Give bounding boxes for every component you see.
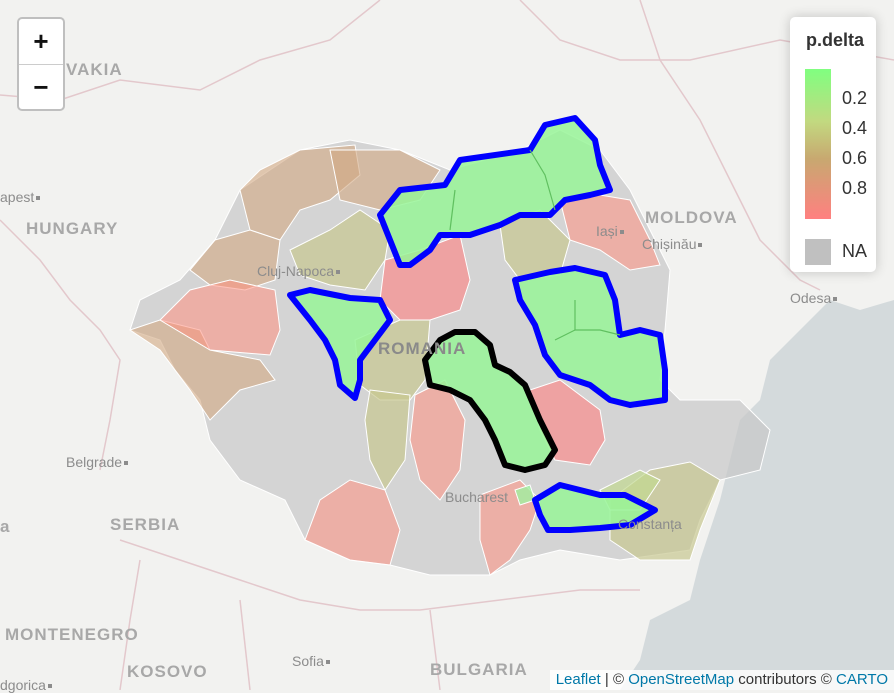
- legend-tick: [833, 159, 839, 160]
- attribution: Leaflet | © OpenStreetMap contributors ©…: [549, 670, 894, 690]
- legend-tick: [833, 189, 839, 190]
- label-odesa: Odesa: [790, 290, 838, 306]
- county-brown-w: [189, 229, 281, 291]
- label-slovakia: VAKIA: [66, 60, 123, 79]
- highlighted-regions: [287, 115, 668, 533]
- legend-tick-label: 0.8: [842, 178, 868, 198]
- zoom-out-button[interactable]: −: [33, 72, 49, 102]
- legend-tick-label: 0.4: [842, 118, 868, 138]
- carto-link[interactable]: CARTO: [836, 671, 888, 688]
- region-west: [287, 287, 393, 401]
- label-bulgaria: BULGARIA: [430, 660, 528, 679]
- label-chisinau: Chișinău: [642, 236, 703, 252]
- osm-link[interactable]: OpenStreetMap: [628, 671, 735, 688]
- legend-na-swatch: [805, 239, 831, 265]
- legend-tick-label: 0.6: [842, 148, 868, 168]
- legend-tick: [833, 99, 839, 100]
- label-constanta: Constanța: [618, 516, 682, 532]
- legend-title: p.delta: [806, 30, 865, 50]
- legend-color-ramp: [805, 69, 831, 219]
- attribution-mid: contributors ©: [734, 671, 837, 688]
- label-belgrade: Belgrade: [66, 454, 129, 470]
- region-south: [532, 482, 658, 533]
- label-hungary: HUNGARY: [26, 219, 119, 238]
- county-red-sw2: [304, 479, 401, 566]
- label-romania: ROMANIA: [378, 339, 467, 358]
- label-cluj: Cluj-Napoca: [257, 263, 341, 279]
- legend: p.delta 0.2 0.4 0.6 0.8 NA: [790, 17, 876, 272]
- legend-tick-label: 0.2: [842, 88, 868, 108]
- leaflet-link[interactable]: Leaflet: [555, 671, 601, 688]
- label-podgorica: dgorica: [0, 677, 52, 693]
- legend-tick: [833, 129, 839, 130]
- attribution-sep: | ©: [600, 671, 629, 688]
- legend-na-label: NA: [842, 241, 868, 261]
- zoom-control: + −: [17, 17, 65, 111]
- region-east: [512, 265, 668, 408]
- label-montenegro: MONTENEGRO: [5, 625, 139, 644]
- zoom-in-button[interactable]: +: [19, 19, 63, 65]
- label-iasi: Iași: [596, 223, 624, 239]
- county-brown-nw: [239, 144, 361, 241]
- label-moldova: MOLDOVA: [645, 208, 738, 227]
- region-black: [422, 329, 558, 473]
- label-sofia: Sofia: [292, 653, 330, 669]
- label-edge-a: a: [0, 517, 11, 536]
- region-north: [377, 115, 613, 268]
- label-serbia: SERBIA: [110, 515, 181, 534]
- black-sea: [620, 300, 894, 690]
- label-budapest: apest: [0, 189, 41, 205]
- county-red-ne: [559, 194, 661, 271]
- label-bucharest: Bucharest: [445, 489, 509, 505]
- county-red-w: [159, 279, 281, 356]
- label-kosovo: KOSOVO: [127, 662, 208, 681]
